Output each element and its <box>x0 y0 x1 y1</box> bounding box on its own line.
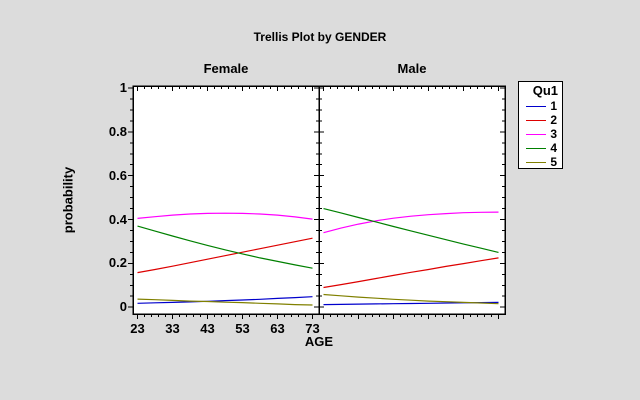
x-tick-label: 63 <box>270 321 285 336</box>
series-line-female-5 <box>137 298 313 306</box>
legend-line-swatch <box>526 105 546 107</box>
legend-title: Qu1 <box>532 83 558 98</box>
y-tick-label: 0.2 <box>108 255 127 271</box>
panel-bg-female <box>133 86 319 314</box>
y-tick-label: 0 <box>119 299 127 315</box>
y-tick-label: 0.8 <box>108 123 127 139</box>
series-line-female-3 <box>137 212 313 220</box>
y-tick-label: 1 <box>119 80 127 95</box>
x-tick-label: 43 <box>200 321 215 336</box>
x-tick-label: 73 <box>305 321 320 336</box>
x-tick-label: 23 <box>130 321 145 336</box>
legend-line-swatch <box>526 161 546 163</box>
series-line-male-2 <box>323 257 499 289</box>
series-line-male-4 <box>323 208 499 253</box>
panel-title-male: Male <box>397 61 427 76</box>
panel-frame-male <box>318 85 506 315</box>
panel-bg-male <box>319 86 505 314</box>
legend-line-swatch <box>526 119 546 121</box>
y-tick-label: 0.6 <box>108 167 127 183</box>
x-axis-label: AGE <box>304 334 334 349</box>
series-line-male-3 <box>323 211 499 234</box>
legend-item-label: 3 <box>550 127 557 141</box>
x-tick-label: 53 <box>235 321 250 336</box>
series-line-female-1 <box>137 296 313 304</box>
legend-item-label: 5 <box>550 155 557 169</box>
y-tick-label: 0.4 <box>108 211 127 227</box>
chart-title: Trellis Plot by GENDER <box>253 30 387 44</box>
legend-item-label: 4 <box>550 141 557 155</box>
x-tick-label: 33 <box>165 321 180 336</box>
legend-item: 4 <box>519 141 562 155</box>
series-line-female-4 <box>137 225 313 269</box>
legend-item: 1 <box>519 99 562 113</box>
panel-title-female: Female <box>203 61 249 76</box>
legend-item: 5 <box>519 155 562 169</box>
legend-item-label: 2 <box>550 113 557 127</box>
series-line-female-2 <box>137 237 313 274</box>
legend-item: 2 <box>519 113 562 127</box>
legend-item-label: 1 <box>550 99 557 113</box>
series-line-male-5 <box>323 293 499 305</box>
legend-line-swatch <box>526 133 546 135</box>
legend-line-swatch <box>526 147 546 149</box>
legend-item: 3 <box>519 127 562 141</box>
